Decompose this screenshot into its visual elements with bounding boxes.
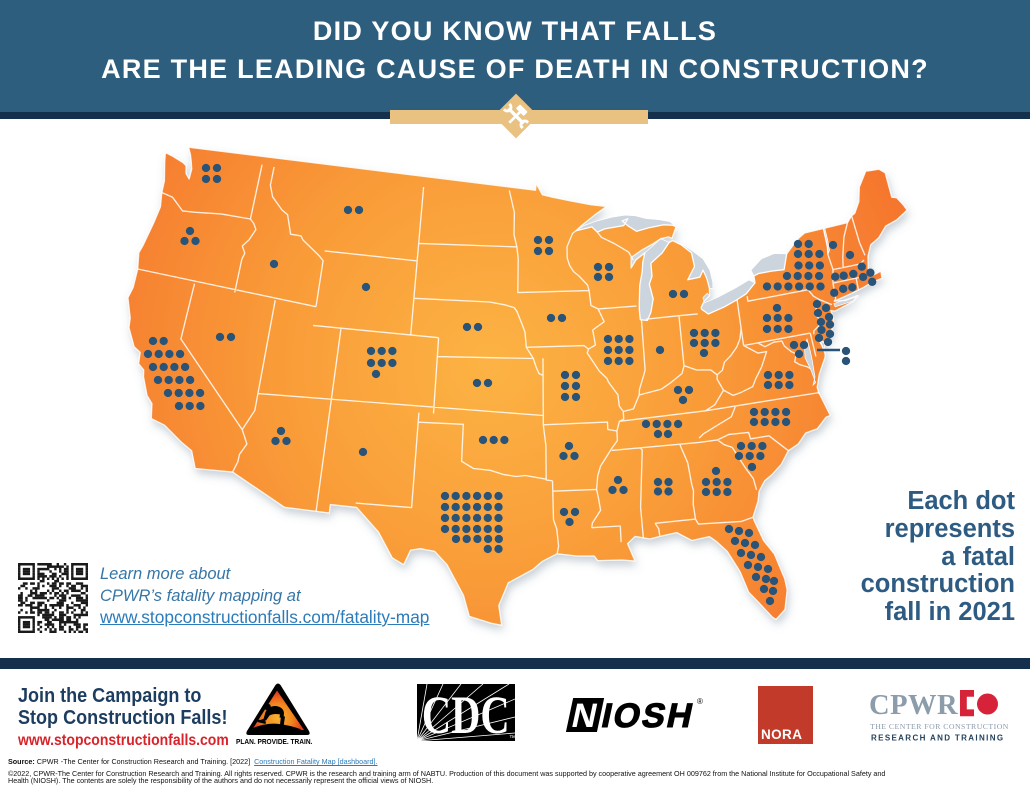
svg-text:CDC: CDC [422,685,510,744]
svg-text:THE CENTER FOR CONSTRUCTION: THE CENTER FOR CONSTRUCTION [870,722,1009,731]
svg-text:IOSH: IOSH [598,697,698,735]
svg-text:CPWR: CPWR [869,690,958,721]
svg-text:™: ™ [509,735,515,742]
svg-text:®: ® [697,697,703,706]
svg-text:RESEARCH AND TRAINING: RESEARCH AND TRAINING [871,734,1004,743]
